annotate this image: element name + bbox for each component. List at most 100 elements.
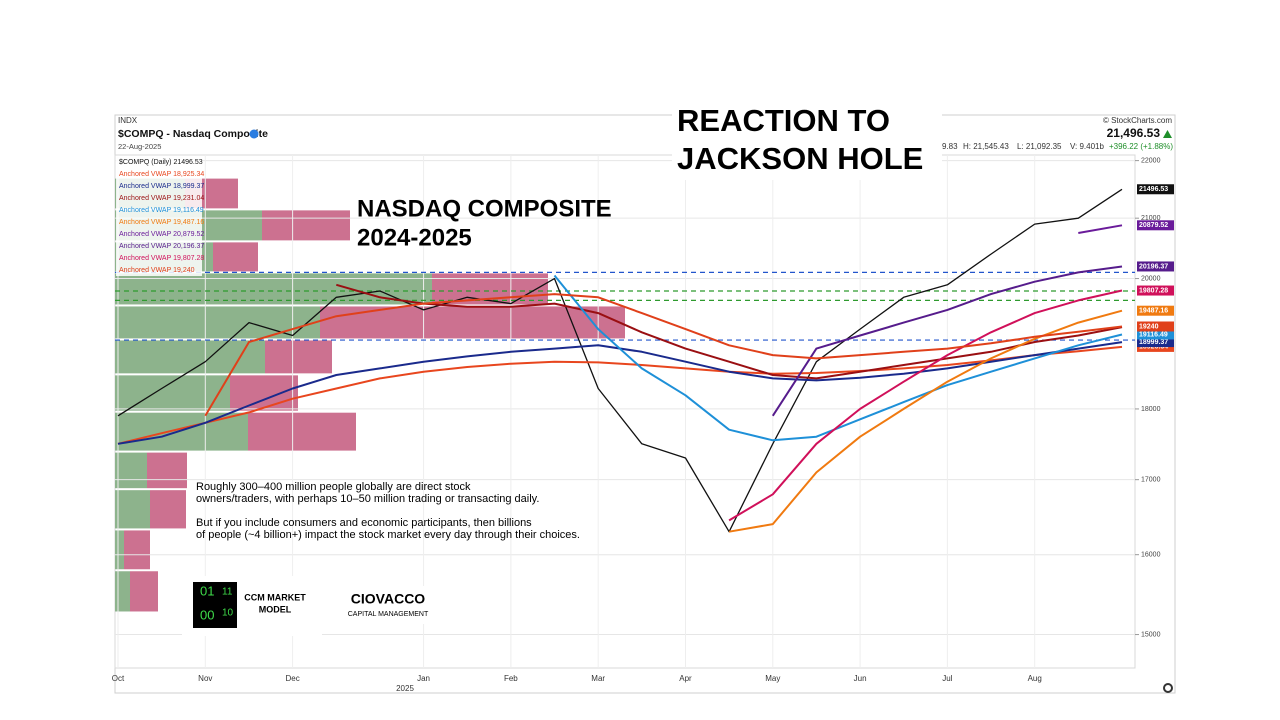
note: of people (~4 billion+) impact the stock… xyxy=(196,529,580,541)
legend-entry: Anchored VWAP 19,807.28 xyxy=(119,255,204,262)
end-label: 19116.49 xyxy=(1139,331,1168,338)
y-tick-label: 20000 xyxy=(1141,275,1161,282)
x-tick-label: Jan xyxy=(417,674,430,683)
legend-entry: Anchored VWAP 19,116.49 xyxy=(119,207,204,214)
profile-down xyxy=(230,375,298,411)
x-tick-label: Feb xyxy=(504,674,518,683)
x-tick-label: Apr xyxy=(679,674,692,683)
profile-up xyxy=(115,452,147,489)
logo-digit: 01 xyxy=(200,583,214,598)
x-tick-label: Dec xyxy=(285,674,299,683)
y-tick-label: 15000 xyxy=(1141,631,1161,638)
stat: V: 9.401b xyxy=(1070,142,1105,151)
x-tick-label: May xyxy=(765,674,780,683)
x-tick-label: Mar xyxy=(591,674,605,683)
profile-down xyxy=(248,412,356,451)
chart-heading: 2024-2025 xyxy=(357,224,472,251)
y-tick-label: 16000 xyxy=(1141,552,1161,559)
legend-box xyxy=(116,156,202,276)
series-line xyxy=(117,188,1123,533)
profile-down xyxy=(432,273,548,305)
stat: H: 21,545.43 xyxy=(963,142,1009,151)
logo-digit: 11 xyxy=(222,587,233,598)
legend-entry: Anchored VWAP 20,196.37 xyxy=(119,243,204,250)
end-label-bg xyxy=(1137,220,1174,231)
profile-up xyxy=(115,340,265,374)
labels: 15000 16000 17000 18000 20000 21000 22000 Oct No… xyxy=(112,156,1174,683)
legend-entry: Anchored VWAP 20,879.52 xyxy=(119,231,204,238)
logo-digit: 00 xyxy=(200,607,214,622)
end-label: 20879.52 xyxy=(1139,222,1168,229)
y-tick-label: 18000 xyxy=(1141,406,1161,413)
source: © StockCharts.com xyxy=(1103,116,1172,125)
series-lines xyxy=(117,188,1123,533)
chart-date: 22-Aug-2025 xyxy=(118,142,161,151)
note: But if you include consumers and economi… xyxy=(196,517,532,529)
logo-text: MODEL xyxy=(259,604,292,614)
note: owners/traders, with perhaps 10–50 milli… xyxy=(196,493,539,505)
ciovacco-logo-box xyxy=(338,586,438,624)
stat: L: 21,092.35 xyxy=(1017,142,1062,151)
last-price: 21,496.53 xyxy=(1107,126,1161,140)
series-line xyxy=(1078,224,1123,234)
x-tick-label: Oct xyxy=(112,674,125,683)
profile-down xyxy=(262,210,350,241)
y-tick-label: 17000 xyxy=(1141,477,1161,484)
series-line xyxy=(771,265,1123,417)
y-tick-label: 22000 xyxy=(1141,157,1161,164)
profile-up xyxy=(115,571,130,612)
end-label: 18925.34 xyxy=(1139,344,1168,351)
end-label: 19487.16 xyxy=(1139,308,1168,315)
series-line xyxy=(553,274,1123,442)
end-label: 18999.37 xyxy=(1139,339,1168,346)
series-line xyxy=(728,309,1123,533)
legend-entry: Anchored VWAP 19,487.16 xyxy=(119,219,204,226)
profile-down xyxy=(147,452,187,489)
end-label: 20196.37 xyxy=(1139,263,1168,270)
series-line xyxy=(336,283,1123,380)
profile-down xyxy=(265,340,332,374)
x-tick-label: Nov xyxy=(198,674,212,683)
x-tick-label: Aug xyxy=(1028,674,1042,683)
profile-down xyxy=(124,530,150,570)
end-label: 19807.28 xyxy=(1139,287,1168,294)
profile-down xyxy=(213,242,258,272)
overlay-box xyxy=(672,106,942,180)
end-label-bg xyxy=(1137,321,1174,332)
overlay-title: REACTION TO xyxy=(677,103,890,138)
profile-up xyxy=(115,306,320,339)
end-label-bg xyxy=(1137,285,1174,296)
legend-entry: Anchored VWAP 18,999.37 xyxy=(119,183,204,190)
legend-entry: $COMPQ (Daily) 21496.53 xyxy=(119,159,203,166)
note: Roughly 300–400 million people globally … xyxy=(196,481,471,493)
add-icon[interactable] xyxy=(249,129,259,139)
logo-text: CAPITAL MANAGEMENT xyxy=(348,611,429,618)
overlay-title: JACKSON HOLE xyxy=(677,141,923,176)
up-arrow xyxy=(1163,130,1172,138)
x-tick-label: Jul xyxy=(942,674,952,683)
x-tick-label: Jun xyxy=(854,674,867,683)
series-line xyxy=(728,289,1123,522)
end-label-bg xyxy=(1137,329,1174,340)
chart-heading: NASDAQ COMPOSITE xyxy=(357,195,612,222)
end-label-bg xyxy=(1137,184,1174,195)
profile-up xyxy=(115,273,432,305)
settings-icon[interactable] xyxy=(1163,683,1173,693)
end-label: 19240 xyxy=(1139,323,1159,330)
end-label-bg xyxy=(1137,305,1174,316)
legend-entry: Anchored VWAP 19,240 xyxy=(119,267,195,274)
y-tick-label: 21000 xyxy=(1141,215,1161,222)
legend-entry: Anchored VWAP 19,231.04 xyxy=(119,195,204,202)
profile-up xyxy=(115,412,248,451)
legend-entry: Anchored VWAP 18,925.34 xyxy=(119,171,204,178)
profile-down xyxy=(130,571,158,612)
logo-digit: 10 xyxy=(222,608,234,619)
ccm-logo-mark xyxy=(193,582,237,628)
profile-down xyxy=(150,490,186,529)
end-label-bg xyxy=(1137,261,1174,272)
exchange: INDX xyxy=(118,116,138,125)
chart-title: $COMPQ - Nasdaq Composite xyxy=(118,128,268,140)
profile-up xyxy=(115,530,124,570)
profile-up xyxy=(115,490,150,529)
